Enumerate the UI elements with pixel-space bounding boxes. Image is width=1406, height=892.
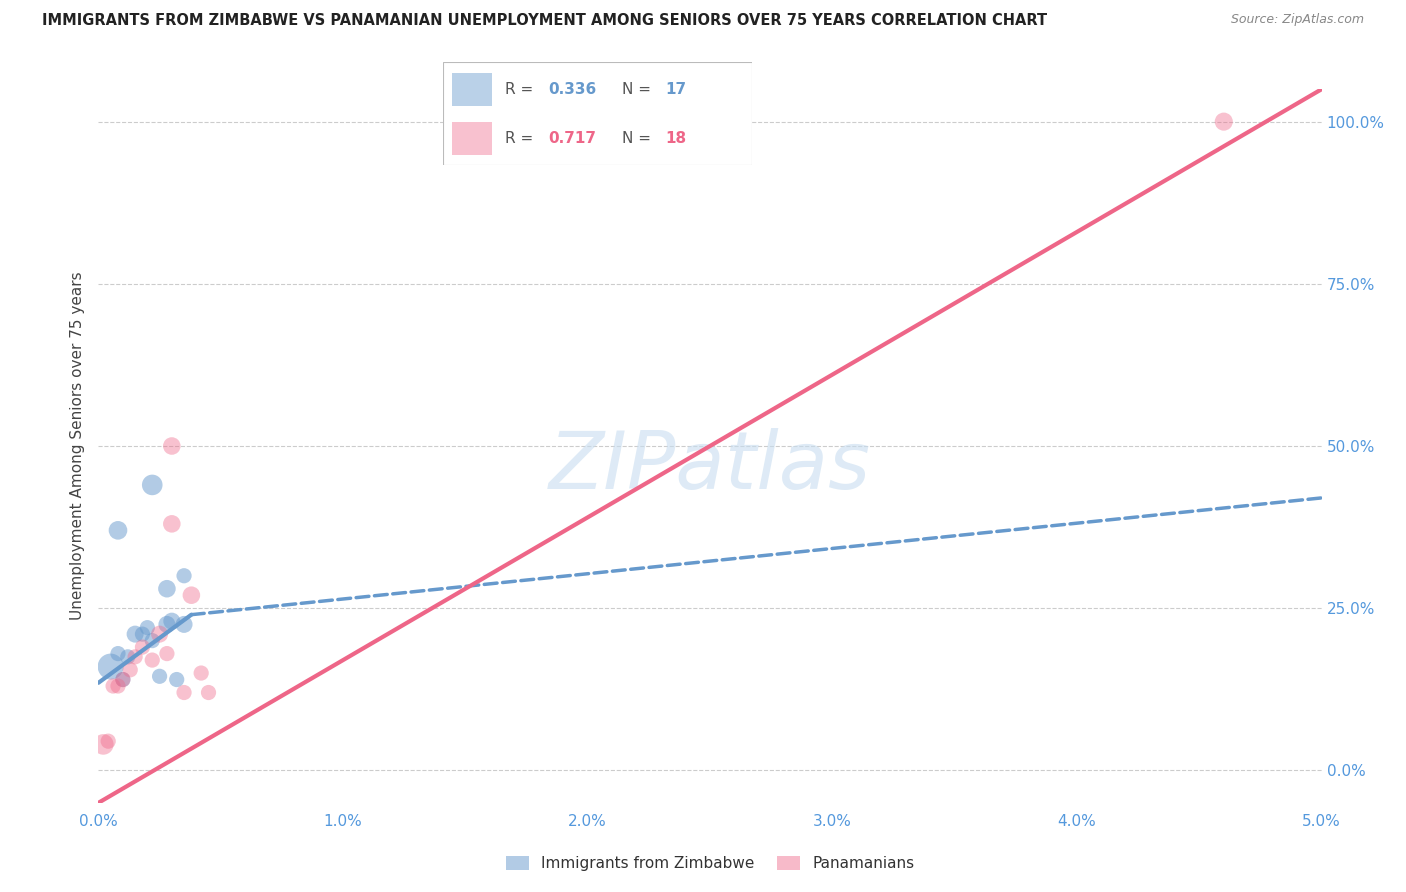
- Point: [111, 673, 134, 687]
- Point: [160, 614, 183, 628]
- Point: [141, 653, 163, 667]
- Point: [97, 734, 120, 748]
- Point: [136, 621, 159, 635]
- Point: [117, 649, 139, 664]
- Point: [107, 524, 129, 538]
- FancyBboxPatch shape: [453, 73, 492, 105]
- Point: [160, 516, 183, 531]
- Point: [173, 568, 195, 582]
- Point: [149, 669, 172, 683]
- Point: [166, 673, 188, 687]
- FancyBboxPatch shape: [443, 62, 752, 165]
- Point: [131, 627, 153, 641]
- Text: 17: 17: [665, 81, 686, 96]
- Point: [149, 627, 172, 641]
- Text: Source: ZipAtlas.com: Source: ZipAtlas.com: [1230, 13, 1364, 27]
- Point: [124, 649, 146, 664]
- Point: [107, 647, 129, 661]
- Text: 18: 18: [665, 131, 686, 146]
- Y-axis label: Unemployment Among Seniors over 75 years: Unemployment Among Seniors over 75 years: [69, 272, 84, 620]
- Text: R =: R =: [505, 131, 538, 146]
- Text: 0.717: 0.717: [548, 131, 596, 146]
- Text: N =: N =: [623, 81, 657, 96]
- Point: [124, 627, 146, 641]
- Text: 0.336: 0.336: [548, 81, 596, 96]
- Point: [107, 679, 129, 693]
- FancyBboxPatch shape: [453, 122, 492, 155]
- Point: [156, 647, 179, 661]
- Point: [1212, 114, 1234, 128]
- Text: N =: N =: [623, 131, 657, 146]
- Text: IMMIGRANTS FROM ZIMBABWE VS PANAMANIAN UNEMPLOYMENT AMONG SENIORS OVER 75 YEARS : IMMIGRANTS FROM ZIMBABWE VS PANAMANIAN U…: [42, 13, 1047, 29]
- Point: [173, 685, 195, 699]
- Text: ZIPatlas: ZIPatlas: [548, 428, 872, 507]
- Point: [131, 640, 153, 654]
- Point: [197, 685, 219, 699]
- Point: [120, 663, 142, 677]
- Point: [156, 582, 179, 596]
- Text: R =: R =: [505, 81, 538, 96]
- Point: [173, 617, 195, 632]
- Point: [141, 478, 163, 492]
- Point: [180, 588, 202, 602]
- Point: [160, 439, 183, 453]
- Point: [101, 679, 124, 693]
- Point: [156, 617, 179, 632]
- Point: [190, 666, 212, 681]
- Point: [111, 673, 134, 687]
- Point: [91, 738, 114, 752]
- Legend: Immigrants from Zimbabwe, Panamanians: Immigrants from Zimbabwe, Panamanians: [499, 850, 921, 877]
- Point: [100, 659, 122, 673]
- Point: [141, 633, 163, 648]
